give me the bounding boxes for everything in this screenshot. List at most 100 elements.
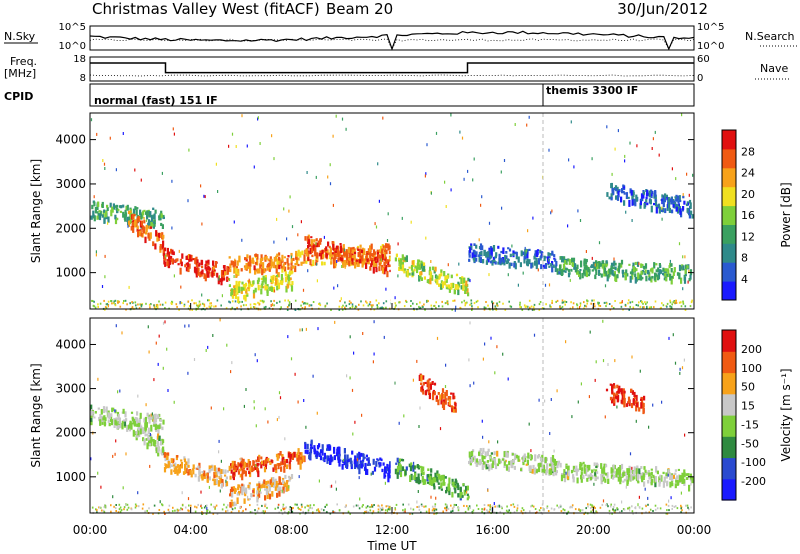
- echo-cell: [126, 204, 129, 211]
- ground-scatter-cell: [193, 302, 195, 305]
- echo-cell: [673, 267, 676, 273]
- ground-scatter-cell: [153, 304, 155, 307]
- echo-cell: [504, 254, 507, 262]
- echo-cell: [475, 244, 478, 249]
- echo-cell: [360, 249, 364, 254]
- echo-cell: [120, 205, 123, 209]
- echo-cell: [200, 259, 203, 265]
- noise-cell: [686, 172, 688, 176]
- echo-cell: [528, 465, 531, 472]
- noise-cell: [255, 424, 257, 428]
- echo-cell: [670, 198, 673, 205]
- noise-cell: [207, 345, 209, 349]
- echo-cell: [307, 245, 310, 249]
- echo-cell: [596, 471, 599, 474]
- echo-cell: [91, 411, 94, 415]
- echo-cell: [633, 403, 636, 406]
- echo-cell: [434, 477, 437, 483]
- noise-cell: [342, 458, 344, 462]
- ground-scatter-cell: [645, 505, 647, 508]
- echo-cell: [194, 258, 197, 265]
- echo-cell: [492, 458, 495, 461]
- echo-cell: [472, 257, 475, 261]
- echo-cell: [445, 390, 448, 396]
- echo-cell: [281, 463, 285, 466]
- echo-cell: [674, 483, 677, 489]
- echo-cell: [442, 475, 445, 483]
- echo-cell: [153, 415, 156, 422]
- ground-scatter-cell: [403, 305, 406, 308]
- echo-cell: [515, 454, 518, 459]
- echo-cell: [333, 262, 336, 269]
- ground-scatter-cell: [126, 503, 129, 506]
- echo-cell: [146, 210, 149, 217]
- echo-cell: [136, 423, 139, 427]
- noise-cell: [661, 206, 663, 210]
- ground-scatter-cell: [583, 301, 585, 304]
- ground-scatter-cell: [666, 509, 668, 512]
- echo-cell: [610, 268, 613, 275]
- echo-cell: [683, 472, 686, 478]
- ground-scatter-cell: [119, 510, 122, 513]
- ground-scatter-cell: [286, 309, 289, 311]
- echo-cell: [241, 486, 244, 494]
- noise-cell: [332, 134, 334, 138]
- echo-cell: [472, 456, 475, 461]
- echo-cell: [648, 190, 651, 198]
- ground-scatter-cell: [451, 510, 454, 512]
- echo-cell: [684, 268, 687, 275]
- echo-cell: [459, 277, 462, 280]
- ground-scatter-cell: [111, 302, 113, 305]
- echo-cell: [367, 457, 370, 462]
- ground-scatter-cell: [288, 301, 291, 304]
- ground-scatter-cell: [289, 506, 292, 508]
- echo-cell: [573, 468, 577, 472]
- ground-scatter-cell: [541, 307, 544, 309]
- echo-cell: [174, 467, 177, 474]
- ground-scatter-cell: [611, 305, 613, 308]
- noise-cell: [455, 305, 457, 309]
- echo-cell: [567, 465, 570, 471]
- echo-cell: [309, 247, 312, 254]
- echo-cell: [118, 421, 121, 429]
- echo-cell: [483, 455, 486, 460]
- noise-cell: [490, 336, 492, 340]
- echo-cell: [147, 232, 150, 239]
- echo-cell: [636, 402, 639, 408]
- echo-cell: [396, 472, 399, 479]
- echo-cell: [257, 456, 260, 463]
- echo-cell: [267, 262, 270, 270]
- ground-scatter-cell: [529, 306, 531, 309]
- ground-scatter-cell: [259, 299, 262, 302]
- ground-scatter-cell: [96, 509, 98, 512]
- echo-cell: [537, 258, 540, 265]
- echo-cell: [552, 458, 556, 463]
- echo-cell: [245, 259, 248, 262]
- echo-cell: [93, 201, 96, 207]
- ground-scatter-cell: [666, 302, 669, 305]
- echo-cell: [232, 473, 235, 479]
- echo-cell: [631, 274, 634, 280]
- ground-scatter-cell: [301, 300, 304, 303]
- ground-scatter-cell: [152, 512, 154, 515]
- ground-scatter-cell: [611, 512, 613, 515]
- echo-cell: [655, 269, 658, 273]
- noise-cell: [468, 358, 470, 362]
- echo-cell: [460, 278, 463, 284]
- echo-cell: [600, 273, 603, 278]
- echo-cell: [350, 460, 353, 467]
- noise-cell: [469, 321, 471, 325]
- echo-cell: [402, 256, 405, 261]
- ground-scatter-cell: [205, 505, 207, 507]
- echo-cell: [170, 464, 173, 467]
- echo-cell: [346, 262, 349, 266]
- noise-cell: [219, 318, 221, 322]
- echo-cell: [331, 456, 334, 462]
- echo-cell: [115, 417, 118, 425]
- echo-cell: [307, 250, 310, 254]
- echo-cell: [244, 285, 247, 291]
- echo-cell: [359, 244, 362, 248]
- echo-cell: [279, 280, 282, 285]
- echo-cell: [625, 192, 628, 199]
